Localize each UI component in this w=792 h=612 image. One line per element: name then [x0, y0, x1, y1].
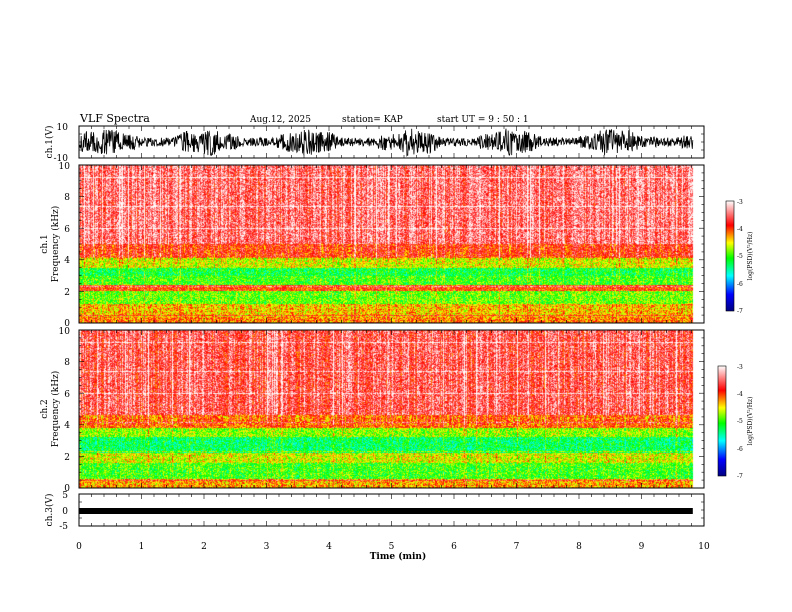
- cb2-tick-m7: -7: [737, 473, 743, 480]
- ch1-spec-ytick-4: 4: [64, 256, 70, 266]
- ch1-spec-ylabel-channel: ch.1: [40, 234, 50, 253]
- ch2-spectrogram-image: [79, 330, 704, 488]
- xtick-8: 8: [576, 542, 582, 552]
- cb2-tick-m6: -6: [737, 446, 743, 453]
- ch1-spec-ytick-0: 0: [64, 319, 70, 329]
- cb1-tick-m7: -7: [737, 308, 743, 315]
- ch1-ytick-top: 10: [57, 123, 69, 133]
- ch2-colorbar: [717, 365, 727, 477]
- ch1-spec-ylabel-freq: Frequency (kHz): [50, 206, 61, 283]
- date-label: Aug.12, 2025: [250, 115, 311, 125]
- ch2-spec-ytick-4: 4: [64, 421, 70, 431]
- ch2-spec-ytick-2: 2: [64, 453, 70, 463]
- cb2-tick-m5: -5: [737, 418, 743, 425]
- ch2-spec-ytick-10: 10: [59, 327, 71, 337]
- ch2-spec-ylabel-freq: Frequency (kHz): [50, 371, 61, 448]
- ch3-waveform-band: [79, 508, 693, 514]
- station-label: station= KAP: [342, 115, 403, 125]
- cb1-label: log(PSD)(V²/Hz): [747, 232, 754, 281]
- ch3-ytick-bottom: -5: [59, 522, 68, 532]
- ch1-spectrogram-image: [79, 165, 704, 323]
- xtick-10: 10: [698, 542, 710, 552]
- xtick-2: 2: [201, 542, 207, 552]
- xaxis-label: Time (min): [370, 551, 427, 562]
- ch3-ylabel: ch.3(V): [44, 494, 55, 527]
- cb1-tick-m5: -5: [737, 253, 743, 260]
- ch3-ytick-top: 5: [62, 491, 68, 501]
- ch1-spec-ytick-2: 2: [64, 288, 70, 298]
- ch1-spec-ytick-6: 6: [64, 225, 70, 235]
- ch2-spec-ytick-8: 8: [64, 358, 70, 368]
- xtick-1: 1: [139, 542, 145, 552]
- ch3-ytick-mid: 0: [62, 507, 68, 517]
- start-ut-label: start UT = 9 : 50 : 1: [437, 115, 529, 125]
- xtick-0: 0: [76, 542, 82, 552]
- chart-title: VLF Spectra: [80, 112, 150, 125]
- ch1-colorbar: [725, 200, 735, 312]
- cb1-tick-m3: -3: [737, 199, 743, 206]
- cb1-tick-m4: -4: [737, 226, 743, 233]
- xtick-6: 6: [451, 542, 457, 552]
- xtick-3: 3: [264, 542, 270, 552]
- xtick-9: 9: [639, 542, 645, 552]
- ch1-waveform-line: [79, 128, 694, 157]
- xtick-7: 7: [514, 542, 520, 552]
- cb2-tick-m4: -4: [737, 391, 743, 398]
- xtick-5: 5: [389, 542, 395, 552]
- cb2-label: log(PSD)(V²/Hz): [747, 397, 754, 446]
- cb2-tick-m3: -3: [737, 364, 743, 371]
- ch2-spec-ytick-0: 0: [64, 484, 70, 494]
- xtick-4: 4: [326, 542, 332, 552]
- ch1-ylabel: ch.1(V): [44, 126, 55, 159]
- ch2-spec-ytick-6: 6: [64, 390, 70, 400]
- ch2-spec-ylabel-channel: ch.2: [40, 399, 50, 418]
- ch1-spec-ytick-8: 8: [64, 193, 70, 203]
- ch1-ytick-bottom: -10: [54, 154, 69, 164]
- axis-ticks: [78, 125, 705, 527]
- ch1-spec-ytick-10: 10: [59, 162, 71, 172]
- cb1-tick-m6: -6: [737, 281, 743, 288]
